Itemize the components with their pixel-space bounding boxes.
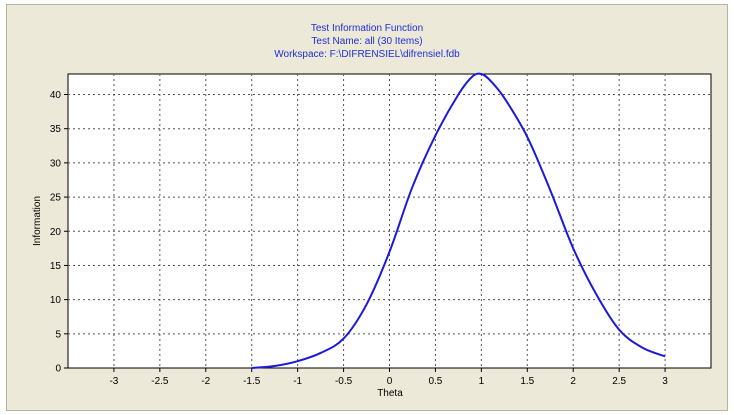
y-tick-label: 35 (50, 124, 62, 135)
y-tick-label: 5 (55, 329, 61, 340)
x-axis-title: Theta (377, 388, 403, 399)
x-tick-label: 2 (570, 376, 576, 387)
chart-titles: Test Information Function Test Name: all… (0, 22, 734, 61)
y-tick-label: 0 (55, 364, 61, 375)
x-tick-label: 1 (479, 376, 485, 387)
x-tick-label: -0.5 (335, 376, 353, 387)
y-tick-label: 30 (50, 158, 62, 169)
y-tick-label: 40 (50, 90, 62, 101)
x-tick-label: 3 (662, 376, 668, 387)
y-tick-label: 10 (50, 295, 62, 306)
chart-subtitle-workspace: Workspace: F:\DIFRENSIEL\difrensiel.fdb (274, 49, 460, 60)
x-tick-label: -3 (109, 376, 118, 387)
chart-title: Test Information Function (310, 23, 424, 34)
x-tick-label: -1.5 (243, 376, 261, 387)
y-tick-label: 25 (50, 193, 62, 204)
y-axis-title: Information (32, 196, 43, 246)
y-tick-label: 20 (50, 227, 62, 238)
x-tick-label: -2.5 (151, 376, 169, 387)
x-tick-label: 0 (387, 376, 393, 387)
x-tick-label: 1.5 (520, 376, 534, 387)
x-tick-label: 2.5 (612, 376, 626, 387)
y-tick-label: 15 (50, 261, 62, 272)
axis-ticks: -3 -2.5 -2 -1.5 -1 -0.5 0 0.5 1 1.5 2 2.5 3051015202… (50, 90, 668, 387)
x-tick-label: -2 (201, 376, 210, 387)
grid-lines (68, 74, 711, 368)
series-line-0 (251, 72, 666, 369)
series-group (251, 72, 666, 369)
chart-subtitle-test-name: Test Name: all (30 Items) (311, 36, 423, 47)
x-tick-label: 0.5 (428, 376, 442, 387)
x-tick-label: -1 (293, 376, 302, 387)
